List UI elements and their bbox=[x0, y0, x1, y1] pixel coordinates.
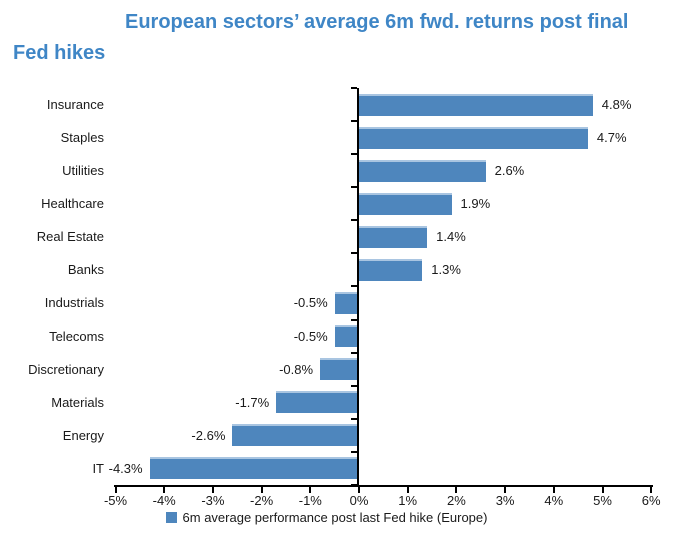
category-label: Healthcare bbox=[41, 196, 104, 212]
value-label: -4.3% bbox=[108, 460, 143, 476]
category-label: Utilities bbox=[62, 163, 104, 179]
bar bbox=[359, 126, 588, 149]
category-tick bbox=[351, 483, 357, 486]
x-tick-label: 1% bbox=[398, 493, 418, 508]
value-label: -0.5% bbox=[293, 328, 328, 344]
bar-row: Telecoms -0.5% bbox=[0, 320, 681, 353]
category-tick bbox=[351, 384, 357, 387]
category-label: Industrials bbox=[44, 295, 104, 311]
value-label: -1.7% bbox=[235, 394, 270, 410]
x-tick bbox=[455, 485, 458, 493]
category-tick bbox=[351, 219, 357, 222]
x-tick bbox=[163, 485, 166, 493]
chart-title-line-2: Fed hikes bbox=[13, 42, 106, 64]
bar-row: Energy -2.6% bbox=[0, 419, 681, 452]
bar bbox=[334, 292, 359, 314]
bar bbox=[359, 93, 593, 116]
x-tick-label: -5% bbox=[103, 493, 128, 508]
category-tick bbox=[351, 450, 357, 453]
category-label: IT bbox=[92, 460, 104, 476]
value-label: -2.6% bbox=[191, 427, 226, 443]
category-tick bbox=[351, 252, 357, 255]
x-tick-label: 6% bbox=[641, 493, 661, 508]
category-label: Insurance bbox=[46, 97, 104, 112]
value-label: 1.4% bbox=[436, 229, 466, 245]
bar-row: Healthcare 1.9% bbox=[0, 187, 681, 220]
bar bbox=[334, 325, 359, 348]
category-label: Energy bbox=[62, 427, 104, 443]
value-label: 4.8% bbox=[601, 97, 632, 112]
x-tick-label: -2% bbox=[250, 493, 274, 508]
category-tick bbox=[351, 87, 357, 89]
category-label: Banks bbox=[67, 262, 104, 278]
legend-marker-swatch bbox=[165, 512, 177, 523]
category-tick bbox=[351, 186, 357, 189]
bar bbox=[232, 424, 359, 447]
x-tick-label: 4% bbox=[544, 493, 564, 508]
x-tick-label: -3% bbox=[201, 493, 225, 508]
value-axis-line bbox=[114, 485, 653, 487]
legend: 6m average performance post last Fed hik… bbox=[0, 510, 667, 525]
value-label: 2.6% bbox=[494, 163, 525, 179]
category-tick bbox=[351, 153, 357, 156]
bar bbox=[276, 391, 359, 414]
category-label: Materials bbox=[51, 394, 104, 410]
category-tick bbox=[351, 417, 357, 420]
x-tick bbox=[309, 485, 312, 493]
bar bbox=[320, 358, 359, 381]
category-axis-line bbox=[357, 88, 359, 487]
x-tick-label: 0% bbox=[349, 493, 369, 508]
bar bbox=[359, 159, 486, 182]
bar-row: Insurance 4.8% bbox=[0, 88, 681, 121]
bar-row: Banks 1.3% bbox=[0, 253, 681, 286]
value-label: 1.9% bbox=[460, 196, 491, 212]
value-label: -0.5% bbox=[293, 295, 328, 311]
x-tick bbox=[650, 485, 653, 493]
x-tick bbox=[211, 485, 214, 493]
category-tick bbox=[351, 351, 357, 354]
value-label: 4.7% bbox=[596, 130, 627, 146]
x-tick-label: -1% bbox=[298, 493, 322, 508]
bar-row: Discretionary -0.8% bbox=[0, 353, 681, 386]
bar-row: Staples 4.7% bbox=[0, 121, 681, 154]
bar bbox=[359, 258, 423, 281]
category-label: Discretionary bbox=[28, 361, 104, 377]
value-label: 1.3% bbox=[431, 262, 461, 278]
bar-row: IT -4.3% bbox=[0, 452, 681, 485]
category-tick bbox=[351, 120, 357, 123]
chart-title-line-1: European sectors’ average 6m fwd. return… bbox=[125, 11, 629, 33]
bar-row: Materials -1.7% bbox=[0, 386, 681, 419]
x-tick bbox=[114, 485, 117, 493]
legend-label: 6m average performance post last Fed hik… bbox=[182, 510, 488, 525]
bar-row: Utilities 2.6% bbox=[0, 154, 681, 187]
category-label: Real Estate bbox=[36, 229, 104, 245]
x-tick-label: -4% bbox=[152, 493, 176, 508]
x-tick bbox=[260, 485, 263, 493]
x-tick-label: 3% bbox=[495, 493, 515, 508]
category-label: Staples bbox=[60, 130, 104, 146]
x-tick bbox=[601, 485, 604, 493]
x-tick bbox=[358, 485, 360, 493]
bar bbox=[149, 457, 359, 480]
category-tick bbox=[351, 318, 357, 321]
bar bbox=[359, 192, 452, 215]
bar-row: Industrials -0.5% bbox=[0, 286, 681, 319]
bar-row: Real Estate 1.4% bbox=[0, 220, 681, 253]
value-label: -0.8% bbox=[279, 361, 314, 377]
x-tick bbox=[406, 485, 409, 493]
bar bbox=[359, 225, 428, 248]
x-tick-label: 2% bbox=[446, 493, 466, 508]
x-tick bbox=[552, 485, 555, 493]
x-tick bbox=[504, 485, 507, 493]
category-tick bbox=[351, 285, 357, 288]
category-label: Telecoms bbox=[49, 328, 104, 344]
x-tick-label: 5% bbox=[593, 493, 612, 508]
